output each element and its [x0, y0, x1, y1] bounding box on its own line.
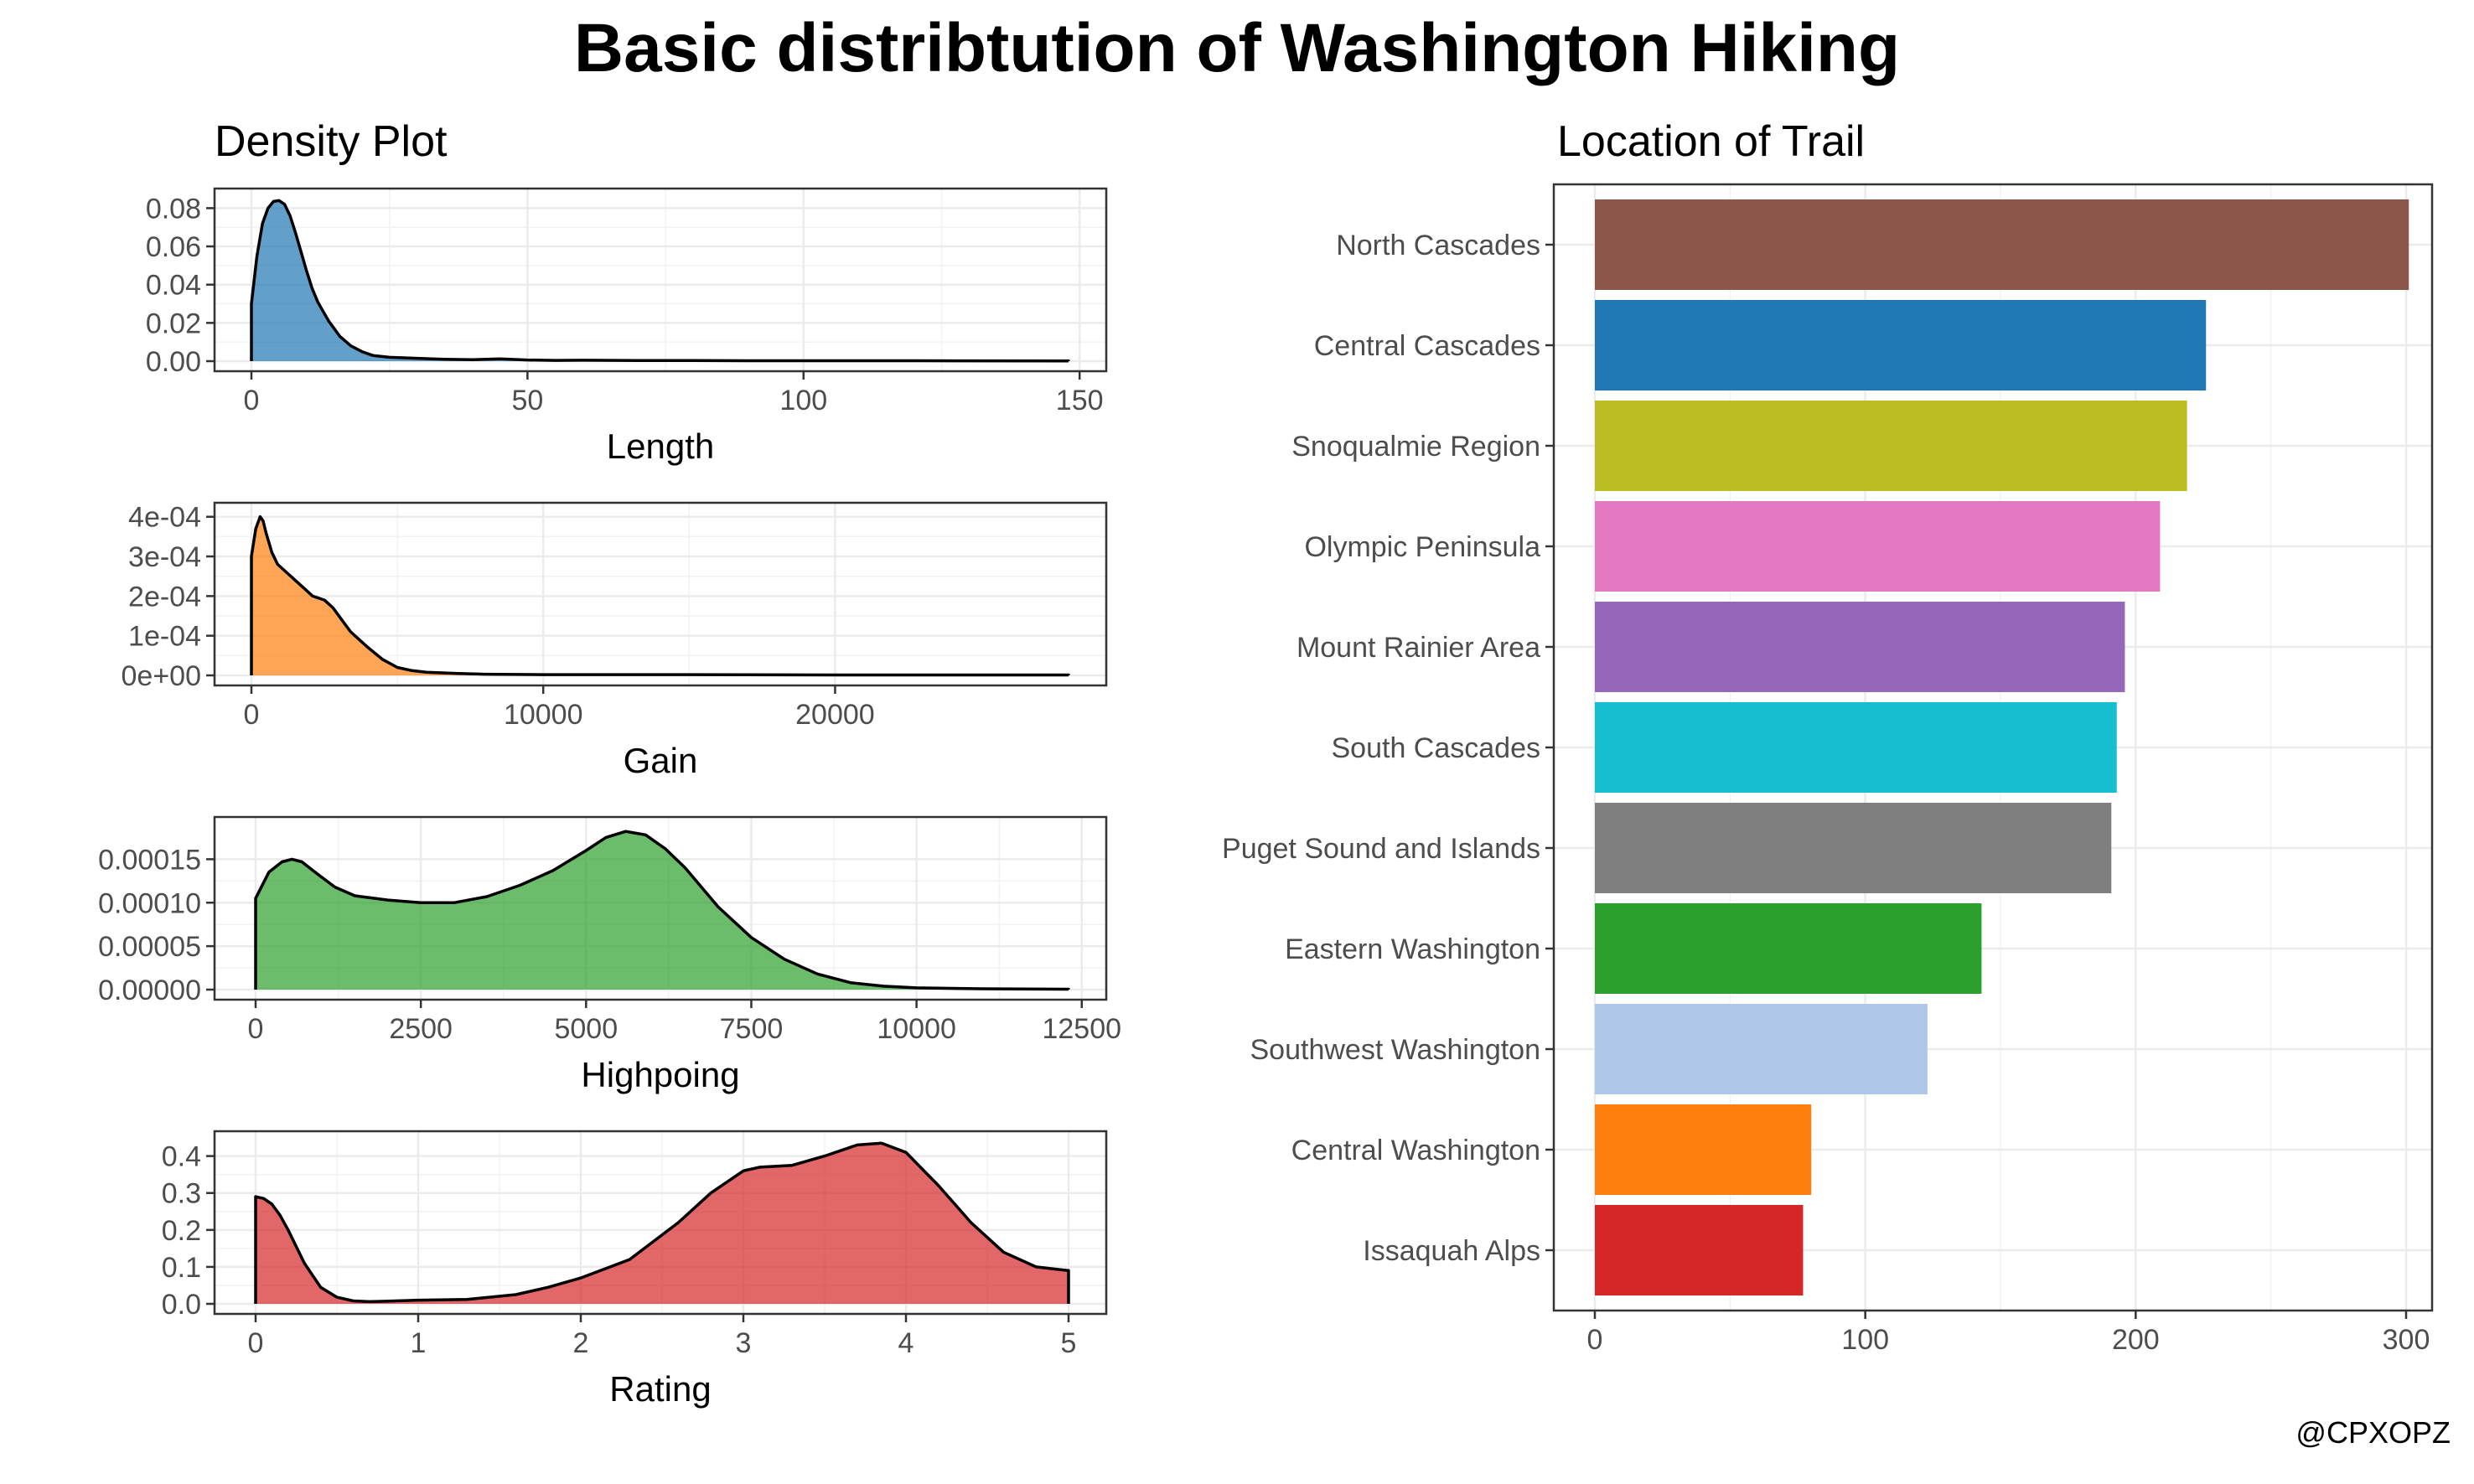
category-label-snoqualmie-region: Snoqualmie Region [1291, 431, 1540, 463]
bar-south-cascades [1595, 702, 2117, 793]
highpoint-y-tick-label: 0.00005 [98, 931, 201, 963]
rating-x-tick-label: 2 [573, 1327, 589, 1359]
length-density-area [251, 200, 1069, 361]
bar-x-tick-label: 300 [2383, 1324, 2430, 1356]
length-y-tick-label: 0.02 [146, 308, 201, 339]
rating-y-tick-label: 0.3 [162, 1178, 201, 1210]
rating-density-line [254, 1141, 1070, 1304]
gain-y-tick-label: 4e-04 [128, 502, 201, 534]
highpoint-x-tick-label: 2500 [389, 1013, 453, 1045]
gain-x-tick-label: 20000 [795, 699, 875, 731]
highpoint-y-tick-label: 0.00010 [98, 887, 201, 919]
bar-olympic-peninsula [1595, 501, 2161, 592]
highpoint-x-tick-label: 0 [248, 1013, 264, 1045]
bar-southwest-washington [1595, 1004, 1928, 1094]
category-label-puget-sound-and-islands: Puget Sound and Islands [1222, 833, 1540, 865]
length-y-tick-label: 0.06 [146, 231, 201, 263]
highpoint-x-axis-title: Highpoing [581, 1055, 739, 1094]
rating-panel-border [213, 1130, 1108, 1316]
length-y-tick-label: 0.08 [146, 193, 201, 225]
length-x-tick-label: 50 [511, 385, 543, 416]
category-label-southwest-washington: Southwest Washington [1250, 1034, 1541, 1066]
category-label-issaquah-alps: Issaquah Alps [1363, 1235, 1540, 1267]
length-x-tick-label: 0 [244, 385, 260, 416]
length-panel-border [213, 187, 1108, 373]
density-plot-subtitle: Density Plot [215, 117, 448, 166]
rating-y-tick-label: 0.0 [162, 1289, 201, 1321]
gain-density-panel: 0 10000 20000 0e+00 1e-04 2e-04 3e-04 4e-04 Gain [122, 501, 1108, 780]
length-x-axis-title: Length [607, 427, 714, 466]
rating-density-area [256, 1143, 1069, 1304]
bar-issaquah-alps [1595, 1205, 1804, 1295]
rating-x-tick-label: 1 [411, 1327, 427, 1359]
gain-density-line [250, 514, 1070, 677]
length-density-panel: 0 50 100 150 0.00 0.02 0.04 0.06 0.08 Length Densi… [146, 117, 1108, 466]
rating-x-axis-title: Rating [609, 1369, 711, 1409]
highpoint-y-tick-label: 0.00000 [98, 975, 201, 1006]
highpoint-x-tick-label: 7500 [720, 1013, 784, 1045]
bar-puget-sound-and-islands [1595, 803, 2112, 893]
category-label-south-cascades: South Cascades [1332, 732, 1541, 764]
rating-density-panel: 0 1 2 3 4 5 0.0 0.1 0.2 0.3 0.4 Rating [162, 1130, 1108, 1409]
bar-x-tick-label: 200 [2112, 1324, 2160, 1356]
gain-panel-border [213, 501, 1108, 687]
rating-y-tick-label: 0.2 [162, 1215, 201, 1247]
length-density-line [250, 199, 1070, 363]
rating-y-tick-label: 0.4 [162, 1141, 201, 1173]
bar-central-washington [1595, 1104, 1812, 1195]
category-label-mount-rainier-area: Mount Rainier Area [1297, 632, 1540, 664]
gain-y-tick-label: 3e-04 [128, 541, 201, 573]
gain-x-tick-label: 10000 [504, 699, 583, 731]
category-label-eastern-washington: Eastern Washington [1285, 933, 1540, 965]
highpoint-panel-border [213, 815, 1108, 1001]
rating-x-tick-label: 0 [248, 1327, 264, 1359]
bar-north-cascades [1595, 199, 2409, 290]
highpoint-density-area [256, 831, 1069, 990]
length-x-tick-label: 150 [1056, 385, 1104, 416]
gain-y-tick-label: 0e+00 [122, 660, 202, 692]
trail-location-bar-panel: North Cascades Central Cascades Snoqualmie… [1222, 117, 2434, 1356]
length-y-tick-label: 0.00 [146, 346, 201, 378]
length-plot-background [215, 189, 1106, 371]
rating-x-tick-label: 3 [736, 1327, 752, 1359]
highpoint-density-panel: 0 2500 5000 7500 10000 12500 0.00000 0.00005 0.0… [98, 815, 1121, 1094]
category-label-central-washington: Central Washington [1291, 1135, 1540, 1166]
bar-snoqualmie-region [1595, 401, 2187, 491]
length-x-tick-label: 100 [779, 385, 827, 416]
highpoint-density-line [254, 830, 1070, 991]
author-credit: @CPXOPZ [2295, 1415, 2451, 1450]
rating-x-tick-label: 5 [1061, 1327, 1077, 1359]
bar-x-tick-label: 0 [1587, 1324, 1603, 1356]
gain-x-tick-label: 0 [244, 699, 260, 731]
bar-central-cascades [1595, 300, 2207, 390]
highpoint-x-tick-label: 10000 [877, 1013, 956, 1045]
gain-density-area [251, 516, 1069, 675]
bar-mount-rainier-area [1595, 602, 2125, 692]
category-label-central-cascades: Central Cascades [1314, 330, 1540, 362]
gain-y-tick-label: 2e-04 [128, 581, 201, 613]
location-of-trail-subtitle: Location of Trail [1557, 117, 1865, 166]
length-y-tick-label: 0.04 [146, 270, 201, 302]
highpoint-x-tick-label: 12500 [1042, 1013, 1121, 1045]
rating-y-tick-label: 0.1 [162, 1252, 201, 1284]
rating-x-tick-label: 4 [898, 1327, 914, 1359]
gain-x-axis-title: Gain [624, 741, 698, 780]
figure-title: Basic distribtution of Washington Hiking [573, 10, 1901, 86]
bar-eastern-washington [1595, 903, 1982, 994]
bar-x-tick-label: 100 [1841, 1324, 1889, 1356]
highpoint-y-tick-label: 0.00015 [98, 844, 201, 876]
category-label-north-cascades: North Cascades [1336, 230, 1540, 261]
highpoint-x-tick-label: 5000 [554, 1013, 618, 1045]
gain-y-tick-label: 1e-04 [128, 621, 201, 653]
category-label-olympic-peninsula: Olympic Peninsula [1304, 531, 1540, 563]
